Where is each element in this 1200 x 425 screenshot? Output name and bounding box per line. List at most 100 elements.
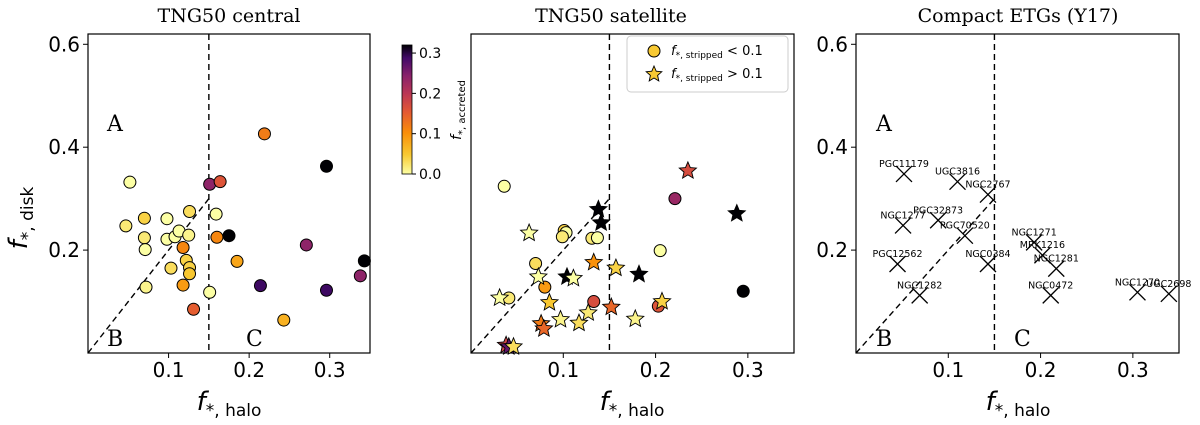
x-axis-label: f*, halo bbox=[986, 387, 1051, 421]
data-point bbox=[257, 127, 271, 141]
galaxy-label: NGC1271 bbox=[1011, 227, 1056, 238]
galaxy-label: NGC0384 bbox=[965, 249, 1010, 260]
data-point bbox=[137, 211, 151, 225]
legend-star-marker bbox=[645, 64, 663, 82]
axes: 0.1 0.2 0.3 0.2 0.4 0.6 bbox=[816, 32, 1149, 382]
svg-text:f*, disk: f*, disk bbox=[4, 187, 38, 250]
data-point-star bbox=[606, 257, 626, 277]
data-point-x bbox=[979, 186, 997, 203]
data-point bbox=[213, 175, 227, 189]
data-point-x bbox=[895, 165, 913, 183]
data-point bbox=[668, 192, 682, 206]
y-tick-label: 0.2 bbox=[816, 238, 848, 262]
colorbar-label: f*, accreted bbox=[449, 80, 468, 140]
region-label-c: C bbox=[1014, 327, 1031, 352]
galaxy-label: NGC1277 bbox=[880, 210, 925, 221]
data-point-star bbox=[629, 264, 649, 283]
data-point bbox=[299, 238, 313, 252]
data-point bbox=[210, 230, 224, 244]
data-point-star bbox=[578, 302, 598, 322]
galaxy-label: NGC2767 bbox=[965, 180, 1010, 191]
region-label-a: A bbox=[106, 112, 124, 137]
data-point-star bbox=[727, 203, 747, 222]
data-point bbox=[176, 241, 190, 255]
y-tick-label: 0.6 bbox=[816, 32, 848, 56]
data-point-star bbox=[519, 222, 539, 242]
x-axis-label: f*, halo bbox=[600, 387, 665, 421]
data-point-x bbox=[1042, 286, 1060, 304]
data-point bbox=[353, 269, 367, 283]
data-point-star bbox=[652, 291, 672, 310]
diagonal-divider-line bbox=[87, 198, 210, 354]
data-point-x bbox=[929, 211, 947, 229]
data-point-star bbox=[625, 308, 645, 328]
legend-circle-marker bbox=[647, 44, 661, 58]
data-point bbox=[319, 159, 333, 173]
colorbar-tick-label: 0.1 bbox=[419, 127, 441, 143]
region-label-c: C bbox=[246, 327, 263, 352]
galaxy-label: PGC11179 bbox=[879, 159, 929, 170]
galaxy-label: PGC12562 bbox=[873, 249, 923, 260]
y-axis-label: f*, disk bbox=[4, 187, 38, 250]
data-point-star bbox=[588, 199, 609, 218]
data-point-x bbox=[956, 227, 974, 245]
data-point bbox=[209, 207, 223, 221]
data-point-star bbox=[503, 336, 524, 356]
colorbar-tick-label: 0.2 bbox=[419, 86, 441, 102]
data-point-star bbox=[678, 160, 698, 180]
galaxy-label: MRK1216 bbox=[1020, 240, 1065, 251]
data-point bbox=[529, 256, 543, 270]
data-point-x bbox=[889, 255, 906, 273]
data-point-x bbox=[911, 286, 929, 304]
panel-title: TNG50 satellite bbox=[535, 5, 687, 27]
data-point bbox=[137, 231, 151, 245]
data-point bbox=[182, 228, 196, 242]
data-point bbox=[123, 175, 137, 189]
region-label-b: B bbox=[107, 327, 123, 352]
galaxy-label: NGC0472 bbox=[1028, 280, 1073, 291]
colorbar-tick-label: 0.3 bbox=[419, 46, 441, 62]
data-point bbox=[538, 280, 552, 294]
x-tick-label: 0.1 bbox=[932, 358, 964, 382]
x-tick-label: 0.2 bbox=[233, 358, 265, 382]
data-point bbox=[119, 219, 133, 233]
data-point-star bbox=[489, 287, 510, 307]
data-point bbox=[183, 205, 197, 219]
galaxy-label: NGC1282 bbox=[897, 280, 942, 291]
data-point bbox=[736, 284, 750, 298]
data-point bbox=[555, 230, 569, 244]
data-point-star bbox=[539, 292, 560, 311]
panel-title: Compact ETGs (Y17) bbox=[918, 5, 1119, 27]
data-point bbox=[160, 212, 174, 226]
panel-satellite: TNG50 satellite 0.1 0.2 0.3 f*, halo f*, s… bbox=[470, 5, 795, 421]
data-point bbox=[203, 285, 217, 299]
x-tick-label: 0.1 bbox=[153, 358, 185, 382]
data-point-x bbox=[1160, 285, 1178, 303]
data-point bbox=[590, 231, 604, 245]
data-point bbox=[357, 254, 371, 268]
legend-box bbox=[626, 35, 789, 93]
axes: 0.1 0.2 0.3 0.2 0.4 0.6 bbox=[48, 32, 345, 382]
colorbar-ticks: 0.0 0.1 0.2 0.3 bbox=[412, 46, 441, 183]
data-point-x bbox=[949, 173, 966, 191]
galaxy-label: NGC1270 bbox=[1115, 277, 1160, 288]
plot-frame bbox=[87, 33, 371, 354]
svg-text:f*, accreted: f*, accreted bbox=[449, 80, 468, 140]
data-point-x bbox=[979, 255, 997, 273]
data-point bbox=[176, 278, 190, 292]
legend: f*, stripped < 0.1 f*, stripped > 0.1 bbox=[626, 35, 789, 93]
x-tick-label: 0.2 bbox=[640, 358, 672, 382]
data-point-x bbox=[894, 216, 912, 234]
plot-frame bbox=[470, 33, 795, 354]
data-point-star bbox=[534, 318, 554, 338]
data-point-star bbox=[601, 297, 621, 316]
x-tick-label: 0.3 bbox=[314, 358, 346, 382]
data-point bbox=[230, 254, 244, 268]
scatter-points bbox=[87, 34, 371, 354]
data-point-star bbox=[550, 309, 571, 328]
diagonal-divider-line bbox=[855, 198, 995, 354]
axes: 0.1 0.2 0.3 bbox=[547, 353, 764, 382]
scatter-points bbox=[470, 34, 750, 356]
data-point bbox=[138, 243, 152, 257]
